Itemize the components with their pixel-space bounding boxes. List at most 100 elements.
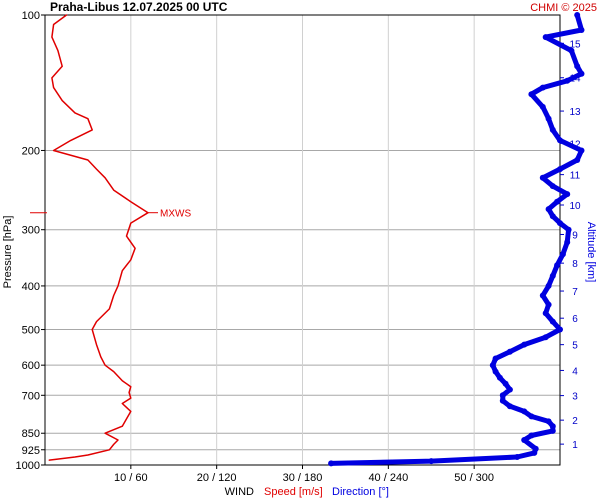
altitude-tick-label: 10 [569, 201, 581, 212]
pressure-tick-label: 300 [22, 225, 40, 237]
altitude-tick-label: 13 [569, 107, 581, 118]
altitude-tick-label: 1 [572, 440, 578, 451]
direction-point [542, 310, 549, 317]
direction-point [549, 423, 556, 430]
direction-point [545, 115, 552, 122]
direction-point [574, 12, 581, 18]
pressure-tick-label: 700 [22, 390, 40, 402]
direction-point [549, 272, 556, 279]
direction-point [489, 362, 496, 369]
pressure-tick-label: 600 [22, 360, 40, 372]
direction-point [521, 408, 528, 415]
pressure-tick-label: 850 [22, 428, 40, 440]
direction-point [574, 63, 581, 70]
altitude-tick-label: 5 [572, 341, 578, 352]
credit-label: CHMI © 2025 [530, 2, 597, 14]
x-tick-label: 10 / 60 [114, 472, 148, 484]
altitude-tick-label: 4 [572, 366, 578, 377]
direction-point [564, 239, 571, 246]
direction-point [554, 198, 561, 205]
direction-point [514, 454, 521, 460]
x-axis-label-direction: Direction [°] [332, 486, 389, 498]
annotation-layer: MXWS [30, 209, 191, 220]
direction-point [559, 251, 566, 258]
direction-point [557, 137, 563, 144]
direction-point [528, 413, 535, 420]
altitude-tick-label: 3 [572, 392, 578, 403]
direction-point [492, 368, 499, 375]
direction-point [521, 437, 528, 443]
direction-point [539, 84, 546, 91]
chart-title: Praha-Libus 12.07.2025 00 UTC [50, 0, 228, 14]
direction-point [428, 458, 435, 465]
x-tick-label: 40 / 240 [368, 472, 408, 484]
direction-point [578, 27, 585, 33]
series-layer [48, 12, 585, 467]
direction-point [521, 341, 528, 348]
direction-point [565, 226, 572, 233]
direction-point [578, 70, 585, 77]
direction-point [574, 157, 581, 163]
direction-point [539, 174, 546, 181]
x-tick-label: 50 / 300 [454, 472, 494, 484]
direction-point [564, 191, 571, 198]
altitude-tick-label: 2 [572, 416, 578, 427]
altitude-tick-label: 7 [572, 287, 578, 298]
pressure-tick-label: 100 [22, 10, 40, 22]
grid [45, 15, 560, 465]
altitude-tick-label: 6 [572, 314, 578, 325]
pressure-tick-label: 925 [22, 445, 40, 457]
max-wind-label: MXWS [160, 209, 191, 220]
direction-point [549, 427, 556, 434]
altitude-tick-label: 8 [572, 259, 578, 270]
direction-point [528, 432, 535, 439]
direction-point [549, 213, 556, 220]
direction-point [545, 206, 552, 213]
pressure-tick-label: 400 [22, 281, 40, 293]
pressure-axis: 100 200 300 400 500 600 700 850 925 1000 [16, 10, 45, 472]
pressure-tick-label: 1000 [16, 460, 40, 472]
direction-point [492, 355, 499, 362]
direction-point [557, 220, 563, 227]
x-axis-label-speed: Speed [m/s] [264, 486, 323, 498]
direction-point [539, 292, 546, 299]
direction-point [564, 77, 571, 84]
direction-point [545, 301, 552, 308]
altitude-tick-label: 11 [570, 171, 581, 182]
altitude-tick-label: 9 [572, 230, 578, 241]
altitude-tick-label: 15 [569, 39, 581, 50]
direction-series-line [328, 12, 584, 466]
direction-point [549, 183, 556, 190]
x-tick-label: 30 / 180 [283, 472, 323, 484]
direction-point [502, 380, 509, 387]
direction-point [328, 460, 335, 467]
direction-point [578, 147, 585, 154]
direction-point [545, 418, 552, 425]
altitude-axis-label: Altitude [km] [585, 222, 597, 283]
pressure-tick-label: 500 [22, 325, 40, 337]
direction-point [496, 374, 503, 381]
direction-point [557, 166, 563, 173]
bottom-axis: 10 / 60 20 / 120 30 / 180 40 / 240 50 / 300 [114, 465, 494, 484]
direction-point [542, 334, 549, 341]
direction-point [568, 47, 575, 54]
pressure-tick-label: 200 [22, 145, 40, 157]
speed-series-line [48, 14, 149, 461]
direction-point [539, 103, 546, 110]
y-axis-label: Pressure [hPa] [2, 216, 14, 289]
direction-point [549, 318, 556, 325]
direction-point [506, 386, 513, 393]
direction-point [499, 397, 506, 404]
direction-point [542, 34, 549, 41]
direction-point [557, 326, 563, 333]
direction-point [549, 126, 556, 133]
direction-point [499, 392, 506, 399]
direction-point [532, 445, 539, 452]
x-axis-label-wind: WIND [225, 486, 254, 498]
direction-point [554, 262, 561, 269]
direction-point [528, 91, 535, 98]
direction-point [545, 282, 552, 289]
x-tick-label: 20 / 120 [197, 472, 237, 484]
